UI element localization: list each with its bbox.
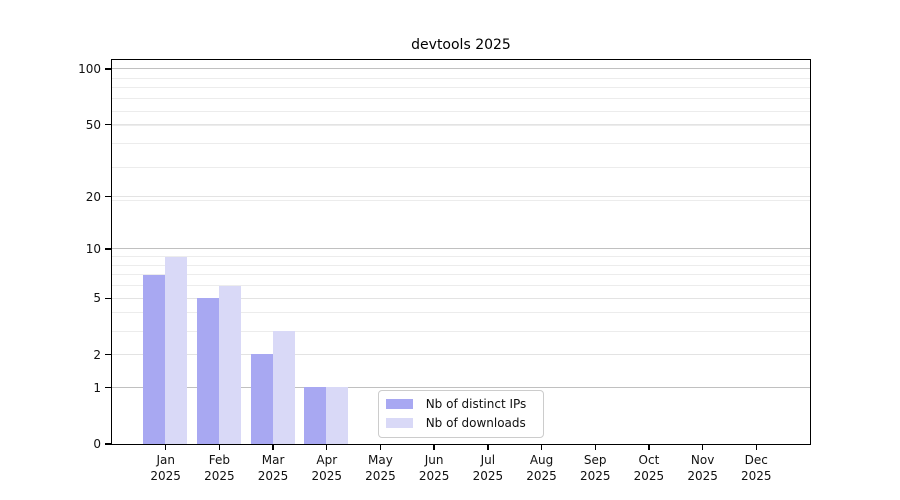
legend-label-downloads: Nb of downloads <box>425 415 526 430</box>
y-tick-100 <box>105 68 111 70</box>
y-tick-label-5: 5 <box>93 291 101 306</box>
legend-item-distinct-ips: Nb of distinct IPs <box>385 395 533 414</box>
plot-inner <box>111 60 810 444</box>
x-tick-dec <box>755 444 757 450</box>
x-tick-label-jan: Jan 2025 <box>150 453 181 483</box>
y-tick-label-2: 2 <box>93 347 101 362</box>
x-tick-mar <box>272 444 274 450</box>
x-tick-jun <box>433 444 435 450</box>
chart-title: devtools 2025 <box>411 37 511 53</box>
gridline-6 <box>111 285 810 287</box>
gridline-69 <box>111 97 810 99</box>
x-tick-label-sep: Sep 2025 <box>579 453 611 483</box>
bar-feb-series0 <box>197 298 220 444</box>
bar-jan-series0 <box>143 274 166 444</box>
y-tick-5 <box>105 297 111 300</box>
gridline-49 <box>111 125 810 127</box>
gridline-29 <box>111 166 810 168</box>
x-tick-label-jul: Jul 2025 <box>472 453 504 483</box>
gridline-100 <box>111 68 810 70</box>
y-tick-10 <box>105 248 111 250</box>
x-tick-label-feb: Feb 2025 <box>204 453 235 483</box>
y-tick-label-1: 1 <box>93 380 101 395</box>
gridline-10 <box>111 248 810 250</box>
gridline-8 <box>111 264 810 266</box>
gridline-20 <box>111 195 810 197</box>
legend-swatch-distinct-ips <box>385 399 413 410</box>
y-tick-20 <box>105 195 111 198</box>
bar-jan-series1 <box>165 256 188 444</box>
x-tick-nov <box>701 444 704 450</box>
x-tick-jul <box>487 444 489 450</box>
legend-label-distinct-ips: Nb of distinct IPs <box>425 396 527 411</box>
gridline-1 <box>111 386 810 388</box>
x-tick-oct <box>648 444 650 450</box>
x-tick-label-nov: Nov 2025 <box>687 453 718 483</box>
gridline-89 <box>111 77 810 79</box>
gridline-59 <box>111 110 810 112</box>
x-tick-label-jun: Jun 2025 <box>418 453 450 483</box>
y-tick-1 <box>105 386 111 389</box>
gridline-3 <box>111 330 810 332</box>
gridline-5 <box>111 297 810 299</box>
y-tick-label-10: 10 <box>85 242 101 257</box>
y-tick-50 <box>105 123 111 126</box>
gridline-79 <box>111 87 810 89</box>
bar-mar-series1 <box>272 331 295 444</box>
y-tick-0 <box>105 443 111 445</box>
y-tick-label-100: 100 <box>78 62 101 76</box>
y-tick-label-20: 20 <box>85 189 101 204</box>
gridline-9 <box>111 256 810 258</box>
plot-area: Nb of distinct IPs Nb of downloads <box>110 58 811 445</box>
bar-apr-series1 <box>326 387 349 444</box>
gridline-19 <box>111 199 810 201</box>
x-tick-aug <box>540 444 543 450</box>
bar-feb-series1 <box>219 285 242 444</box>
bar-mar-series0 <box>250 354 273 444</box>
y-tick-label-50: 50 <box>85 117 101 132</box>
x-tick-may <box>379 444 382 450</box>
bar-apr-series0 <box>304 387 327 444</box>
gridline-7 <box>111 274 810 276</box>
gridline-4 <box>111 312 810 314</box>
x-tick-label-aug: Aug 2025 <box>526 453 557 483</box>
x-tick-label-mar: Mar 2025 <box>257 453 289 483</box>
x-tick-jan <box>164 444 167 450</box>
x-tick-feb <box>218 444 221 450</box>
x-tick-label-oct: Oct 2025 <box>633 453 665 483</box>
legend: Nb of distinct IPs Nb of downloads <box>377 389 544 438</box>
gridline-39 <box>111 143 810 145</box>
x-tick-apr <box>326 444 328 450</box>
legend-swatch-downloads <box>385 418 413 429</box>
x-tick-label-apr: Apr 2025 <box>311 453 343 483</box>
x-tick-sep <box>594 444 596 450</box>
y-tick-label-0: 0 <box>93 437 101 451</box>
x-tick-label-dec: Dec 2025 <box>741 453 772 483</box>
legend-item-downloads: Nb of downloads <box>385 414 533 433</box>
gridline-2 <box>111 353 810 355</box>
gridline-50 <box>111 123 810 125</box>
y-tick-2 <box>105 354 111 356</box>
x-tick-label-may: May 2025 <box>365 453 396 483</box>
